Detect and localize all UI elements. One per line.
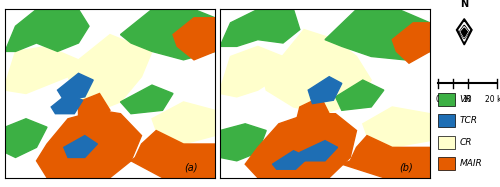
Polygon shape xyxy=(5,119,47,157)
Polygon shape xyxy=(456,19,472,45)
Polygon shape xyxy=(5,9,89,51)
Polygon shape xyxy=(272,151,308,169)
Text: (b): (b) xyxy=(400,163,413,173)
Polygon shape xyxy=(120,9,215,60)
Bar xyxy=(438,114,454,127)
Polygon shape xyxy=(152,102,215,144)
Text: N: N xyxy=(460,0,468,9)
Polygon shape xyxy=(460,25,469,39)
Text: 5: 5 xyxy=(450,95,456,104)
Polygon shape xyxy=(131,131,215,178)
Polygon shape xyxy=(5,46,78,94)
Text: 0: 0 xyxy=(436,95,440,104)
Polygon shape xyxy=(220,46,283,97)
Text: 10: 10 xyxy=(462,95,472,104)
Polygon shape xyxy=(459,22,469,41)
Bar xyxy=(438,157,454,170)
Polygon shape xyxy=(58,73,93,100)
Polygon shape xyxy=(173,18,215,60)
Text: MAIR: MAIR xyxy=(460,159,482,168)
Bar xyxy=(438,93,454,106)
Polygon shape xyxy=(308,77,342,104)
Text: CR: CR xyxy=(460,138,472,147)
Polygon shape xyxy=(68,35,152,110)
Bar xyxy=(438,136,454,149)
Polygon shape xyxy=(461,28,468,37)
Polygon shape xyxy=(245,114,356,178)
Text: TCR: TCR xyxy=(460,116,477,125)
Polygon shape xyxy=(296,97,329,127)
Polygon shape xyxy=(220,9,300,46)
Polygon shape xyxy=(220,124,266,161)
Polygon shape xyxy=(36,110,142,178)
Polygon shape xyxy=(51,94,82,114)
Text: VR: VR xyxy=(460,95,472,104)
Polygon shape xyxy=(120,85,173,114)
Polygon shape xyxy=(300,141,338,161)
Polygon shape xyxy=(262,30,371,114)
Text: 20 km: 20 km xyxy=(485,95,500,104)
Polygon shape xyxy=(460,27,468,38)
Text: (a): (a) xyxy=(184,163,198,173)
Polygon shape xyxy=(392,23,430,63)
Polygon shape xyxy=(363,107,430,147)
Polygon shape xyxy=(336,80,384,110)
Polygon shape xyxy=(64,136,98,157)
Polygon shape xyxy=(325,9,430,60)
Polygon shape xyxy=(342,136,430,178)
Polygon shape xyxy=(78,94,110,124)
